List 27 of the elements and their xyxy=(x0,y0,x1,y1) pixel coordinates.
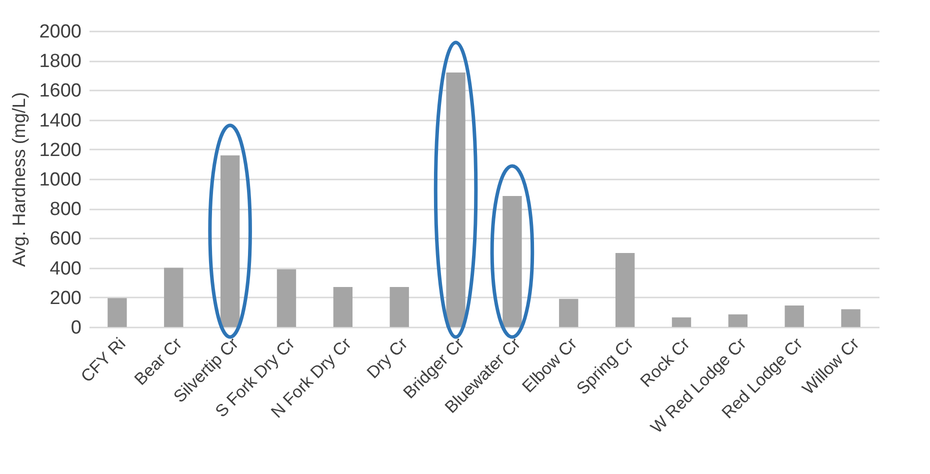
bar xyxy=(276,269,296,327)
bar xyxy=(390,287,409,327)
bar xyxy=(446,72,466,327)
y-tick-label: 1200 xyxy=(39,140,82,161)
y-tick-label: 600 xyxy=(50,228,82,250)
bar xyxy=(841,309,860,327)
y-tick-label: 1400 xyxy=(39,110,82,132)
bar xyxy=(502,196,522,327)
y-tick-label: 0 xyxy=(70,318,82,338)
bar xyxy=(559,298,578,327)
bar xyxy=(615,253,635,327)
y-tick-label: 200 xyxy=(50,288,82,309)
x-tick-label: Dry Cr xyxy=(363,334,412,382)
bar xyxy=(728,314,748,327)
y-axis-title: Avg. Hardness (mg/L) xyxy=(9,92,30,267)
y-tick-label: 800 xyxy=(50,199,82,220)
y-tick-label: 1600 xyxy=(39,80,82,102)
bar xyxy=(333,287,353,327)
y-tick-label: 1800 xyxy=(39,51,82,72)
bar xyxy=(164,268,184,327)
bar xyxy=(220,155,240,327)
bar xyxy=(108,298,127,327)
bar xyxy=(784,306,804,327)
y-tick-label: 1000 xyxy=(39,170,82,190)
bar xyxy=(672,317,692,327)
y-tick-label: 400 xyxy=(50,258,82,280)
y-tick-label: 2000 xyxy=(39,22,82,42)
